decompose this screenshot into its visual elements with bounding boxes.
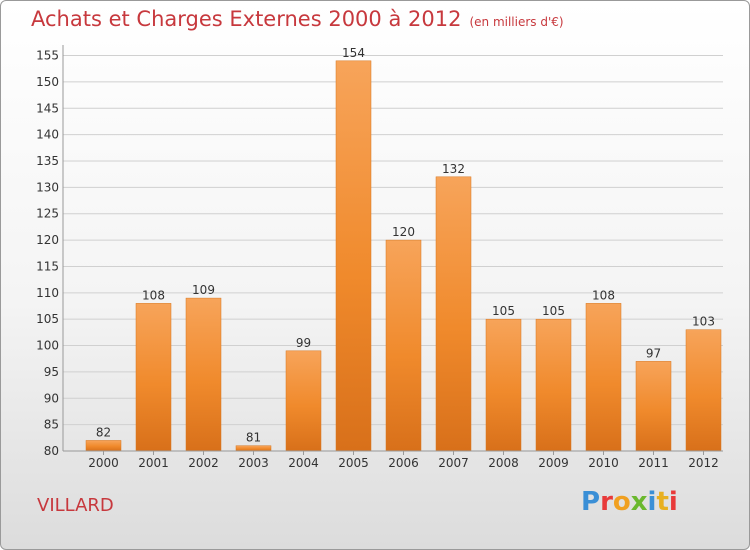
y-tick-label: 135 [36, 154, 59, 168]
data-label: 105 [542, 304, 565, 318]
y-tick-label: 105 [36, 312, 59, 326]
bar [335, 60, 372, 452]
y-axis: 80 85 90 95 100 105 110 115 120 125 130 135 140 145 15… [36, 45, 64, 458]
data-label: 132 [442, 162, 465, 176]
data-label: 120 [392, 225, 415, 239]
x-tick-label: 2002 [188, 456, 219, 470]
data-label: 108 [142, 288, 165, 302]
bar [185, 297, 222, 452]
y-tick-label: 125 [36, 207, 59, 221]
x-tick-label: 2004 [288, 456, 319, 470]
bar [485, 318, 522, 452]
bar [85, 440, 122, 452]
bar [385, 239, 422, 452]
logo-letter: i [668, 487, 678, 517]
data-label: 105 [492, 304, 515, 318]
y-tick-label: 80 [44, 444, 59, 458]
y-tick-label: 115 [36, 259, 59, 273]
bar [685, 329, 722, 452]
logo-letter: x [630, 487, 648, 517]
y-tick-label: 150 [36, 75, 59, 89]
x-tick-label: 2006 [388, 456, 419, 470]
x-tick-label: 2011 [638, 456, 669, 470]
x-tick-label: 2010 [588, 456, 619, 470]
chart-subtitle: (en milliers d'€) [469, 15, 564, 29]
x-tick-label: 2009 [538, 456, 569, 470]
logo-letter: i [647, 487, 657, 517]
y-tick-label: 110 [36, 286, 59, 300]
data-label: 108 [592, 288, 615, 302]
bar [535, 318, 572, 452]
bars: 82 108 109 81 99 154 120 132 105 105 108 97 103 [85, 46, 722, 452]
y-tick-label: 120 [36, 233, 59, 247]
data-label: 82 [96, 425, 111, 439]
bar [635, 361, 672, 452]
bar [135, 303, 172, 452]
logo-letter: o [612, 487, 631, 517]
data-label: 103 [692, 315, 715, 329]
data-label: 99 [296, 336, 311, 350]
chart-title: Achats et Charges Externes 2000 à 2012 (e… [31, 7, 564, 31]
y-tick-label: 100 [36, 339, 59, 353]
bar [435, 176, 472, 452]
data-label: 109 [192, 283, 215, 297]
proxiti-logo: Proxiti [581, 487, 678, 517]
x-tick-label: 2001 [138, 456, 169, 470]
bar [285, 350, 322, 452]
y-tick-label: 85 [44, 418, 59, 432]
logo-letter: t [656, 487, 669, 517]
bar [585, 303, 622, 452]
x-axis: 2000 2001 2002 2003 2004 2005 2006 2007 2008 2009… [63, 450, 723, 470]
y-tick-label: 155 [36, 49, 59, 63]
y-tick-label: 145 [36, 101, 59, 115]
bar [235, 445, 272, 452]
y-tick-label: 90 [44, 391, 59, 405]
y-tick-label: 95 [44, 365, 59, 379]
logo-letter: P [581, 487, 601, 517]
data-label: 97 [646, 346, 661, 360]
x-tick-label: 2005 [338, 456, 369, 470]
x-tick-label: 2003 [238, 456, 269, 470]
data-label: 81 [246, 431, 261, 445]
logo-letter: r [600, 487, 613, 517]
city-name: VILLARD [37, 495, 114, 516]
y-tick-label: 140 [36, 128, 59, 142]
y-tick-label: 130 [36, 180, 59, 194]
x-tick-label: 2008 [488, 456, 519, 470]
data-label: 154 [342, 46, 365, 60]
bar-chart: 80 85 90 95 100 105 110 115 120 125 130 135 140 145 15… [36, 45, 723, 470]
x-tick-label: 2000 [88, 456, 119, 470]
chart-title-text: Achats et Charges Externes 2000 à 2012 [31, 7, 462, 31]
x-tick-label: 2007 [438, 456, 469, 470]
x-tick-label: 2012 [688, 456, 719, 470]
